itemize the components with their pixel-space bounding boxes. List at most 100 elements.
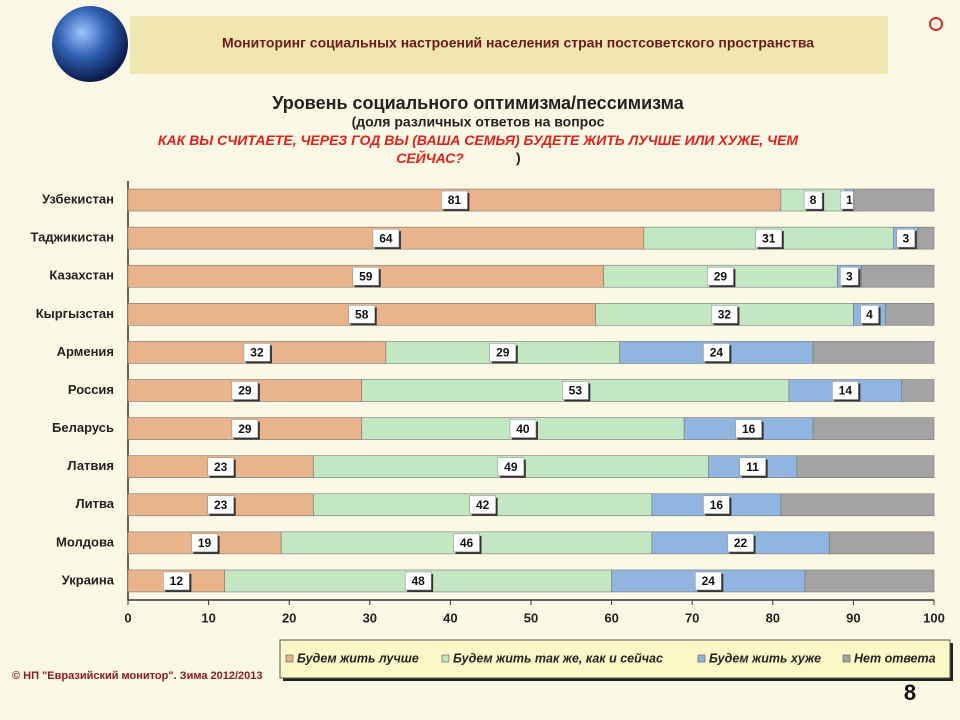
label-box: [840, 266, 859, 286]
label-box: [352, 266, 380, 286]
category-label: Литва: [75, 496, 114, 511]
data-label: 49: [504, 460, 518, 474]
data-label: 12: [170, 574, 184, 588]
bar-segment: [901, 379, 935, 402]
data-label: 23: [214, 498, 228, 512]
data-label: 16: [710, 498, 724, 512]
label-box: [727, 533, 754, 553]
data-label: 46: [460, 536, 474, 550]
data-label: 58: [355, 307, 369, 321]
label-box: [755, 228, 783, 248]
category-label: Россия: [68, 382, 114, 397]
bar-segment: [812, 341, 935, 364]
category-label: Казахстан: [49, 268, 114, 283]
data-label: 24: [702, 574, 716, 588]
label-box: [404, 571, 432, 591]
data-label: 29: [238, 422, 252, 436]
label-box: [896, 228, 916, 248]
data-label: 32: [250, 346, 264, 360]
category-label: Кыргызстан: [36, 306, 114, 321]
x-tick-label: 50: [524, 610, 538, 625]
chart-title: Уровень социального оптимизма/пессимизма: [272, 93, 684, 113]
bar-segment: [828, 531, 935, 555]
label-box: [348, 305, 375, 324]
data-label: 19: [198, 536, 212, 550]
bar-segment: [853, 188, 935, 212]
bar-segment: [780, 493, 935, 517]
category-label: Беларусь: [52, 420, 114, 435]
data-label: 3: [902, 231, 909, 245]
label-box: [707, 266, 734, 286]
data-label: 4: [866, 307, 873, 321]
label-box: [489, 343, 517, 362]
label-box: [562, 381, 589, 400]
data-label: 59: [359, 269, 373, 283]
category-label: Латвия: [67, 458, 114, 473]
label-box: [703, 495, 730, 515]
data-label: 11: [746, 460, 759, 474]
bar-segment: [804, 569, 935, 593]
logo-icon: [929, 17, 943, 31]
legend-swatch: [842, 654, 851, 663]
legend-label: Будем жить лучше: [297, 651, 419, 665]
data-label: 29: [496, 346, 510, 360]
data-label: 32: [718, 307, 732, 321]
bar-segment: [796, 455, 935, 478]
label-box: [372, 228, 400, 248]
category-label: Украина: [62, 572, 115, 587]
label-box: [803, 190, 823, 210]
x-tick-label: 80: [766, 610, 780, 625]
data-label: 29: [714, 269, 728, 283]
x-tick-label: 100: [923, 610, 945, 625]
label-box: [231, 381, 259, 400]
label-box: [860, 305, 879, 324]
data-label: 3: [846, 269, 853, 283]
question-line-1: КАК ВЫ СЧИТАЕТЕ, ЧЕРЕЗ ГОД ВЫ (ВАША СЕМЬ…: [158, 132, 799, 166]
legend-label: Будем жить так же, как и сейчас: [453, 651, 663, 665]
legend-label: Будем жить хуже: [709, 651, 821, 665]
label-box: [441, 190, 468, 210]
label-box: [163, 571, 190, 591]
category-label: Армения: [57, 344, 114, 359]
bar-segment: [861, 264, 935, 288]
label-box: [497, 457, 525, 476]
header-text: Мониторинг социальных настроений населен…: [222, 35, 814, 51]
data-label: 22: [734, 536, 748, 550]
label-box: [469, 495, 496, 515]
x-tick-label: 30: [363, 610, 377, 625]
data-label: 40: [516, 422, 530, 436]
legend-label: Нет ответа: [854, 651, 936, 665]
label-box: [832, 381, 859, 400]
globe-icon: [52, 6, 128, 82]
data-label: 48: [411, 574, 425, 588]
label-box: [703, 343, 730, 362]
label-box: [509, 419, 537, 438]
data-label: 24: [710, 346, 724, 360]
data-label: 42: [476, 498, 490, 512]
data-label: 1: [846, 193, 853, 207]
footer: © НП "Евразийский монитор". Зима 2012/20…: [12, 670, 263, 682]
bar-segment: [812, 417, 935, 440]
label-box: [207, 495, 234, 515]
label-box: [191, 533, 218, 553]
legend-swatch: [441, 654, 450, 663]
x-tick-label: 90: [846, 610, 860, 625]
x-tick-label: 60: [604, 610, 618, 625]
legend-swatch: [285, 654, 294, 663]
data-label: 23: [214, 460, 228, 474]
legend-box: [279, 639, 951, 679]
x-tick-label: 10: [201, 610, 215, 625]
label-box: [739, 457, 766, 476]
header-band: [130, 16, 888, 74]
x-tick-label: 40: [443, 610, 457, 625]
data-label: 16: [742, 422, 756, 436]
data-label: 64: [379, 231, 393, 245]
page-number: 8: [904, 680, 916, 705]
data-label: 29: [238, 384, 252, 398]
category-label: Узбекистан: [42, 191, 114, 206]
x-tick-label: 70: [685, 610, 699, 625]
bar-segment: [917, 226, 935, 250]
label-box: [695, 571, 722, 591]
